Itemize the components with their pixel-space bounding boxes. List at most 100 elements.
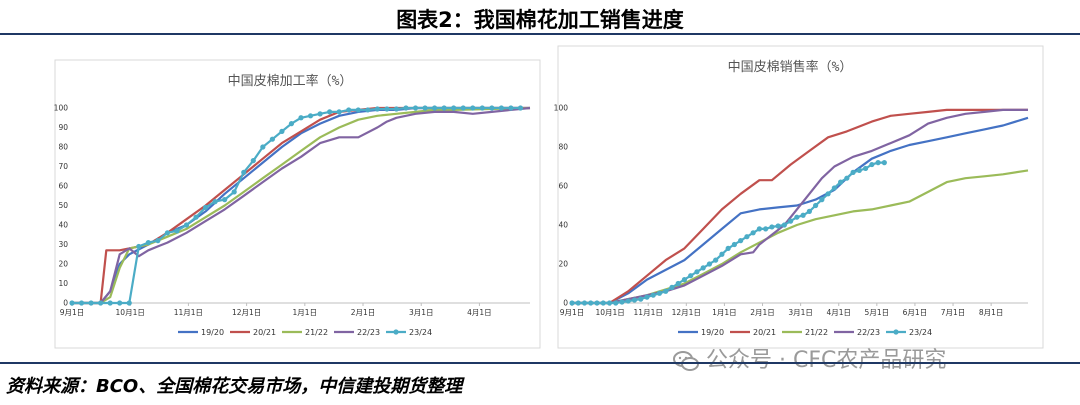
series-point xyxy=(78,300,85,306)
legend-label: 23/24 xyxy=(909,328,932,337)
x-tick-label: 2月1日 xyxy=(351,308,376,317)
legend-marker xyxy=(393,329,399,335)
legend-label: 20/21 xyxy=(753,328,776,337)
series-point xyxy=(806,208,812,214)
series-point xyxy=(719,251,725,257)
series-point xyxy=(69,300,75,306)
y-tick-label: 0 xyxy=(563,299,568,308)
x-tick-label: 2月1日 xyxy=(750,308,775,317)
series-line-22-23 xyxy=(72,106,531,305)
legend-label: 21/22 xyxy=(805,328,828,337)
series-point xyxy=(222,197,228,203)
y-tick-label: 30 xyxy=(58,240,68,249)
series-point xyxy=(250,158,256,164)
y-tick-label: 50 xyxy=(58,201,68,210)
x-tick-label: 4月1日 xyxy=(826,308,851,317)
series-point xyxy=(212,199,218,205)
series-point xyxy=(869,161,875,168)
series-point xyxy=(498,105,504,111)
series-point xyxy=(850,169,856,175)
chart-2: 中国皮棉销售率（%） 0 20 40 60 80 100 9月1日 10月1日 11月1日 12月1… xyxy=(554,45,1044,349)
charts-canvas: 中国皮棉加工率（%） 0 10 20 30 40 50 60 70 80 90 100 9月1日 10月1… xyxy=(54,45,1044,349)
series-point xyxy=(694,269,700,275)
series-point xyxy=(881,160,887,166)
chart-frame xyxy=(557,45,1044,349)
series-point xyxy=(688,273,694,279)
series-point xyxy=(403,105,409,111)
series-point xyxy=(317,111,323,117)
watermark: 公众号 · CFC农产品研究 xyxy=(672,342,946,374)
watermark-text: 公众号 · CFC农产品研究 xyxy=(706,348,947,373)
top-rule xyxy=(0,33,1080,35)
series-point xyxy=(819,197,825,203)
series-point xyxy=(638,296,644,302)
series-point xyxy=(307,113,314,119)
series-point xyxy=(731,241,738,248)
series-point xyxy=(470,105,476,111)
series-point xyxy=(656,290,663,296)
series-point xyxy=(174,228,180,234)
series-point xyxy=(663,288,669,294)
x-tick-label: 4月1日 xyxy=(467,308,492,317)
series-point xyxy=(675,280,681,287)
legend-label: 22/23 xyxy=(857,328,880,337)
series-point xyxy=(88,300,94,306)
series-point xyxy=(164,230,171,236)
chart-1: 中国皮棉加工率（%） 0 10 20 30 40 50 60 70 80 90 100 9月1日 10月1… xyxy=(54,59,541,349)
series-line-21-22 xyxy=(72,106,531,305)
series-point xyxy=(756,226,762,232)
y-tick-label: 80 xyxy=(558,143,568,152)
x-tick-label: 10月1日 xyxy=(116,308,145,317)
series-line-20-21 xyxy=(572,108,1028,305)
series-point xyxy=(769,224,775,230)
series-point xyxy=(813,202,819,209)
series-point xyxy=(517,105,524,111)
series-point xyxy=(241,169,247,175)
series-line-19-20 xyxy=(572,116,1029,305)
legend-label: 23/24 xyxy=(409,328,432,337)
x-tick-label: 6月1日 xyxy=(903,308,928,317)
series-point xyxy=(788,218,794,224)
wechat-icon xyxy=(673,351,699,371)
x-tick-label: 11月1日 xyxy=(634,308,663,317)
series-point xyxy=(384,106,390,112)
x-tick-label: 5月1日 xyxy=(865,308,890,317)
bottom-rule xyxy=(0,362,1080,364)
series-point xyxy=(844,175,850,181)
series-point xyxy=(422,105,428,111)
series-point xyxy=(713,257,719,263)
series-point xyxy=(681,277,688,283)
series-point xyxy=(260,144,266,150)
series-point xyxy=(825,191,831,197)
series-point xyxy=(508,105,514,111)
series-point xyxy=(298,115,304,121)
series-line-23-24 xyxy=(572,161,885,305)
x-tick-label: 12月1日 xyxy=(232,308,261,317)
series-point xyxy=(489,105,495,111)
series-point xyxy=(744,234,750,240)
series-point xyxy=(794,214,800,220)
y-tick-label: 100 xyxy=(54,104,69,113)
series-point xyxy=(613,300,619,306)
series-point xyxy=(117,300,123,306)
legend-label: 19/20 xyxy=(701,328,724,337)
series-point xyxy=(750,230,756,236)
series-point xyxy=(600,300,606,306)
series-point xyxy=(393,106,400,112)
series-point xyxy=(231,189,237,195)
series-line-20-21 xyxy=(72,106,530,305)
x-tick-label: 3月1日 xyxy=(788,308,813,317)
series-point xyxy=(288,121,295,127)
series-point xyxy=(725,245,731,251)
y-tick-label: 20 xyxy=(558,260,568,269)
series-point xyxy=(669,284,675,290)
series-point xyxy=(763,226,769,232)
series-point xyxy=(706,261,713,267)
series-point xyxy=(800,212,806,218)
series-point xyxy=(700,265,706,271)
x-tick-label: 12月1日 xyxy=(672,308,701,317)
series-point xyxy=(412,105,419,111)
series-point xyxy=(575,300,581,306)
y-tick-label: 20 xyxy=(58,260,68,269)
series-point xyxy=(155,238,161,244)
